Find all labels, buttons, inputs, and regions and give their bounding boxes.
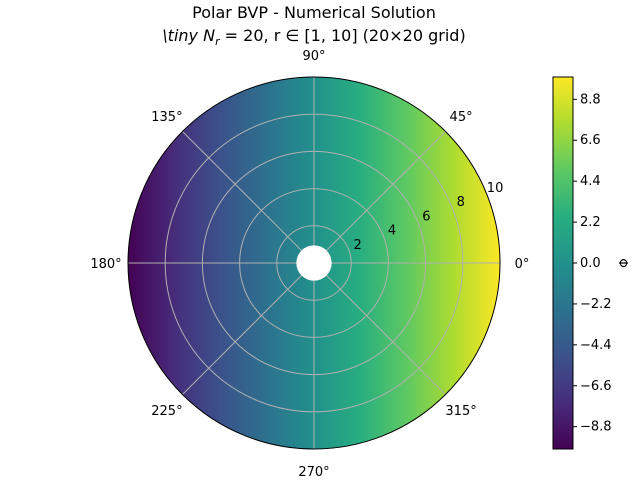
colorbar-tick-label: 0.0	[580, 256, 601, 271]
theta-tick-label: 180°	[90, 257, 121, 272]
theta-tick-label: 135°	[151, 110, 182, 125]
colorbar-tick-label: 4.4	[580, 174, 601, 189]
r-tick-label: 8	[457, 195, 465, 210]
colorbar-tick-label: 6.6	[580, 133, 601, 148]
radial-tick-labels: 2 4 6 8 10	[353, 181, 503, 253]
polar-plot: 2 4 6 8 10 0° 45° 90° 135° 180° 225° 270° 315°	[90, 49, 529, 480]
colorbar-tick-label: 8.8	[580, 92, 601, 107]
subtitle-subscript: r	[215, 35, 221, 48]
angular-grid	[128, 77, 500, 449]
colorbar-tick-label: −6.6	[580, 379, 612, 394]
colorbar-label: Φ	[617, 258, 631, 267]
colorbar-tick-label: −2.2	[580, 297, 612, 312]
colorbar-tick-label: −8.8	[580, 420, 612, 435]
angular-gridline-315	[313, 262, 446, 395]
theta-tick-label: 45°	[450, 110, 473, 125]
angular-gridline-45	[313, 131, 446, 264]
theta-tick-label: 270°	[298, 465, 329, 480]
r-tick-label: 6	[422, 209, 430, 224]
subtitle-rest: = 20, r ∈ [1, 10] (20×20 grid)	[220, 26, 466, 45]
colorbar-ticks: 8.8 6.6 4.4 2.2 0.0 −2.2 −4.4 −6.6 −8.8	[573, 92, 612, 435]
angular-gridline-225	[182, 262, 315, 395]
subtitle-tiny-n: \tiny N	[162, 26, 215, 45]
chart-title: Polar BVP - Numerical Solution	[192, 3, 436, 22]
r-tick-label: 4	[388, 224, 396, 239]
r-tick-label: 2	[353, 238, 361, 253]
colorbar-tick-label: 2.2	[580, 215, 601, 230]
chart-subtitle: \tiny Nr = 20, r ∈ [1, 10] (20×20 grid)	[162, 26, 465, 48]
theta-tick-label: 0°	[515, 257, 530, 272]
colorbar: 8.8 6.6 4.4 2.2 0.0 −2.2 −4.4 −6.6 −8.8 Φ	[552, 76, 631, 450]
theta-tick-label: 315°	[445, 404, 476, 419]
angular-gridline-135	[182, 131, 315, 264]
theta-tick-label: 90°	[302, 49, 325, 64]
colorbar-tick-label: −4.4	[580, 338, 612, 353]
polar-outline	[127, 76, 501, 450]
angular-tick-labels: 0° 45° 90° 135° 180° 225° 270° 315°	[90, 49, 529, 480]
colorbar-gradient	[553, 77, 573, 449]
theta-tick-label: 225°	[151, 404, 182, 419]
r-tick-label: 10	[487, 181, 504, 196]
inner-boundary-hole	[296, 245, 332, 281]
